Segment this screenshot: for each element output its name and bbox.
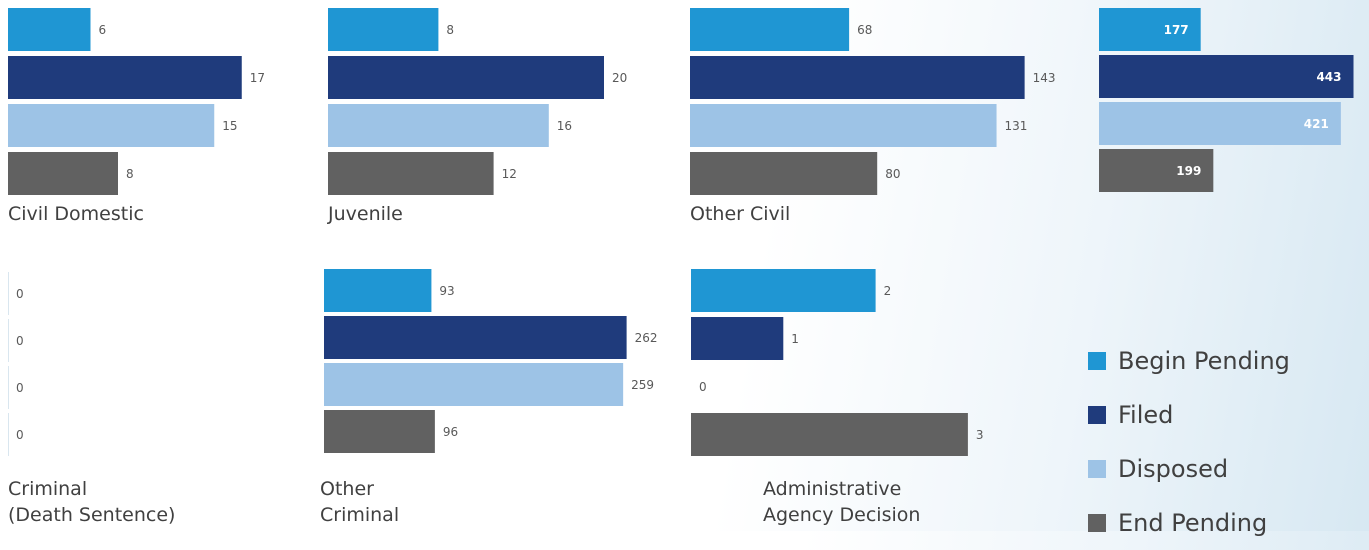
bar-disposed (8, 104, 215, 147)
legend-swatch-filed (1088, 406, 1106, 424)
data-label: 131 (1005, 119, 1028, 133)
bar-filed (691, 317, 784, 360)
data-label: 0 (16, 381, 24, 395)
chart-panel: 68 143 131 80 Other Civil (690, 8, 1056, 225)
chart-panel: 93 262 259 96 Other Criminal (320, 269, 658, 526)
data-label: 16 (557, 119, 572, 133)
bar-filed (690, 56, 1025, 99)
bar-begin-pending (1099, 8, 1201, 51)
legend-item-begin-pending: Begin Pending (1088, 334, 1358, 388)
legend-label-filed: Filed (1118, 401, 1174, 429)
bar-begin-pending (328, 8, 439, 51)
category-label: Administrative (763, 478, 901, 500)
data-label: 17 (250, 71, 265, 85)
category-label: Civil Domestic (8, 203, 144, 225)
bar-begin-pending (691, 269, 876, 312)
bar-filed (8, 56, 242, 99)
bar-begin-pending (324, 269, 432, 312)
chart-panel: 6 17 15 8 Civil Domestic (8, 8, 265, 225)
chart-panel: 0 0 0 0 Criminal (Death Sentence) (8, 272, 175, 526)
legend-item-disposed: Disposed (1088, 442, 1358, 496)
data-label: 0 (699, 380, 707, 394)
data-label: 93 (439, 284, 454, 298)
data-label: 68 (857, 23, 872, 37)
data-label: 3 (976, 428, 984, 442)
bar-end-pending (1099, 149, 1214, 192)
legend: Begin Pending Filed Disposed End Pending (1088, 334, 1358, 550)
data-label: 177 (1164, 23, 1189, 37)
bar-disposed (690, 104, 997, 147)
category-label: Juvenile (327, 203, 403, 225)
data-label: 143 (1033, 71, 1056, 85)
chart-panel: 177 443 421 199 (1099, 8, 1354, 192)
category-label: Criminal (320, 504, 399, 526)
legend-label-end-pending: End Pending (1118, 509, 1268, 537)
category-label: (Death Sentence) (8, 504, 175, 526)
legend-swatch-end-pending (1088, 514, 1106, 532)
data-label: 443 (1316, 70, 1341, 84)
legend-swatch-begin-pending (1088, 352, 1106, 370)
bar-filed (324, 316, 627, 359)
category-label: Criminal (8, 478, 87, 500)
chart-panel: 8 20 16 12 Juvenile (327, 8, 627, 225)
bar-disposed (324, 363, 624, 406)
bar-begin-pending (8, 8, 91, 51)
bar-end-pending (328, 152, 494, 195)
bar-end-pending (691, 413, 968, 456)
bar-end-pending (690, 152, 878, 195)
bar-filed (328, 56, 604, 99)
data-label: 0 (16, 428, 24, 442)
category-label: Other (320, 478, 374, 500)
data-label: 0 (16, 334, 24, 348)
legend-item-filed: Filed (1088, 388, 1358, 442)
bar-begin-pending (690, 8, 850, 51)
data-label: 8 (446, 23, 454, 37)
data-label: 80 (885, 167, 900, 181)
data-label: 259 (631, 378, 654, 392)
data-label: 8 (126, 167, 134, 181)
legend-swatch-disposed (1088, 460, 1106, 478)
data-label: 2 (884, 284, 892, 298)
data-label: 6 (99, 23, 107, 37)
data-label: 262 (635, 331, 658, 345)
legend-item-end-pending: End Pending (1088, 496, 1358, 550)
legend-label-begin-pending: Begin Pending (1118, 347, 1290, 375)
legend-label-disposed: Disposed (1118, 455, 1229, 483)
bar-disposed (1099, 102, 1341, 145)
bar-disposed (328, 104, 549, 147)
data-label: 1 (791, 332, 799, 346)
bar-end-pending (8, 152, 118, 195)
bar-end-pending (324, 410, 435, 453)
chart-panel: 2 1 0 3 Administrative Agency Decision (691, 269, 984, 526)
category-label: Agency Decision (763, 504, 920, 526)
category-label: Other Civil (690, 203, 790, 225)
data-label: 199 (1176, 164, 1201, 178)
data-label: 421 (1304, 117, 1329, 131)
data-label: 96 (443, 425, 458, 439)
data-label: 12 (502, 167, 517, 181)
data-label: 20 (612, 71, 627, 85)
data-label: 15 (222, 119, 237, 133)
data-label: 0 (16, 287, 24, 301)
bar-filed (1099, 55, 1354, 98)
